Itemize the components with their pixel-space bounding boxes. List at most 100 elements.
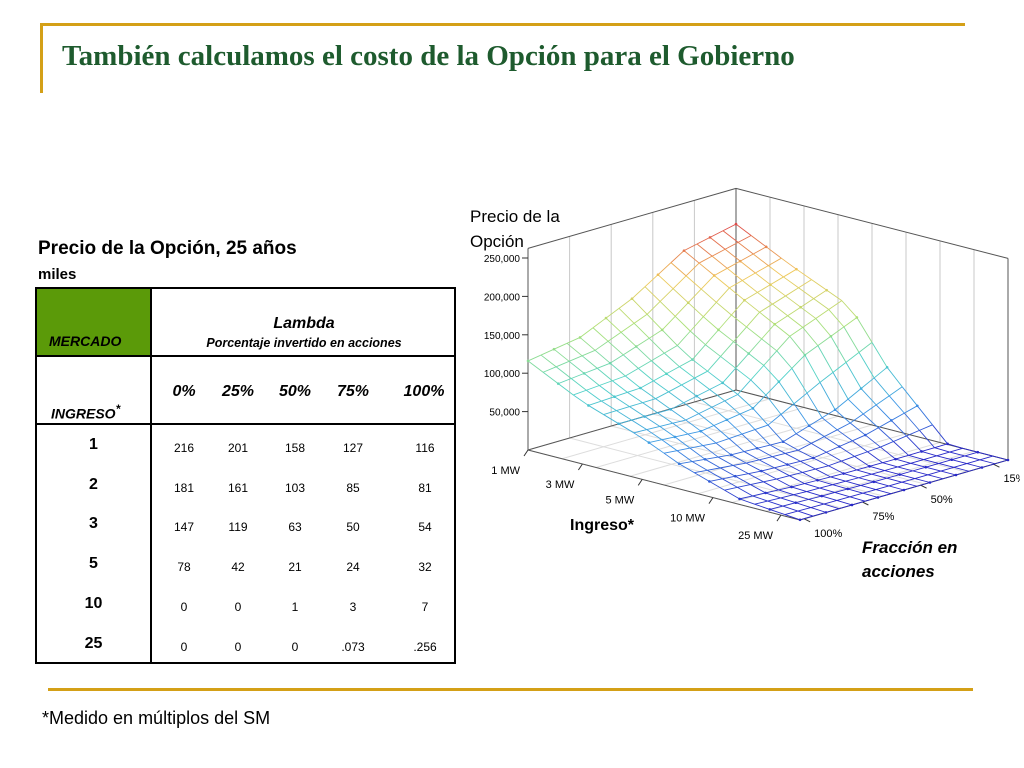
surface-mesh-line — [875, 485, 890, 490]
surface-mesh-line — [618, 423, 635, 434]
surface-mesh-line — [735, 353, 750, 369]
column-header: 75% — [336, 383, 370, 400]
surface-mesh-line — [581, 349, 596, 357]
surface-mesh-line — [826, 451, 842, 462]
surface-mesh-line — [722, 367, 737, 384]
surface-point — [556, 382, 560, 385]
surface-mesh-line — [782, 441, 799, 451]
surface-mesh-line — [949, 451, 965, 457]
surface-mesh-line — [744, 292, 758, 301]
surface-point — [764, 245, 768, 249]
surface-mesh-line — [862, 404, 877, 415]
surface-mesh-line — [588, 405, 604, 415]
surface-point — [665, 372, 668, 376]
surface-mesh-line — [767, 500, 783, 507]
surface-mesh-line — [744, 299, 760, 313]
surface-mesh-line — [646, 425, 660, 431]
surface-mesh-line — [772, 303, 788, 317]
surface-mesh-line — [655, 391, 669, 400]
surface-mesh-line — [891, 412, 905, 421]
surface-mesh-line — [620, 331, 637, 347]
surface-mesh-line — [761, 470, 777, 480]
surface-mesh-line — [811, 279, 827, 291]
surface-mesh-line — [904, 405, 918, 414]
table-cell: 81 — [418, 481, 432, 495]
surface-mesh-line — [895, 454, 909, 460]
surface-mesh-line — [778, 486, 792, 491]
grid-line — [611, 425, 884, 497]
surface-mesh-line — [966, 459, 981, 465]
row-label: 25 — [84, 635, 103, 652]
surface-mesh-line — [689, 445, 704, 449]
surface-mesh-line — [836, 429, 853, 442]
surface-point — [825, 288, 828, 292]
surface-mesh-line — [765, 394, 782, 415]
surface-mesh-line — [633, 429, 647, 434]
grid-line — [663, 424, 873, 486]
surface-mesh-line — [612, 380, 628, 393]
surface-mesh-line — [755, 272, 771, 286]
surface-point — [807, 424, 811, 428]
table-title: Precio de la Opción, 25 años — [38, 238, 297, 259]
surface-mesh-line — [737, 486, 753, 497]
surface-mesh-line — [674, 433, 688, 438]
surface-mesh-line — [724, 394, 738, 402]
surface-mesh-line — [614, 396, 630, 407]
surface-mesh-line — [757, 444, 771, 449]
surface-mesh-line — [638, 360, 652, 369]
axis-line — [527, 449, 801, 521]
surface-point — [691, 358, 694, 361]
surface-mesh-line — [776, 475, 790, 480]
surface-mesh-line — [718, 329, 734, 343]
surface-mesh-line — [640, 380, 654, 389]
surface-point — [920, 450, 923, 453]
surface-point — [799, 305, 802, 309]
surface-mesh-line — [914, 478, 931, 483]
surface-mesh-line — [800, 457, 814, 462]
surface-mesh-line — [828, 309, 845, 328]
grid-line — [569, 437, 842, 509]
surface-point — [1006, 458, 1010, 462]
surface-mesh-line — [568, 355, 583, 362]
surface-mesh-line — [770, 441, 784, 446]
surface-mesh-line — [938, 463, 955, 468]
x-tick-label: 10 MW — [670, 513, 705, 525]
surface-mesh-line — [810, 503, 825, 508]
surface-mesh-line — [845, 480, 861, 486]
surface-mesh-line — [830, 336, 847, 363]
table-cell: .256 — [413, 640, 437, 654]
x-tick — [637, 479, 643, 486]
surface-mesh-line — [668, 391, 684, 404]
surface-mesh-line — [783, 276, 799, 289]
surface-mesh-line — [573, 389, 587, 396]
surface-mesh-line — [728, 438, 745, 452]
surface-point — [916, 404, 919, 408]
grid-line — [561, 398, 771, 460]
surface-mesh-line — [919, 430, 935, 448]
surface-point — [768, 508, 772, 511]
surface-mesh-line — [670, 262, 687, 277]
surface-mesh-line — [713, 275, 730, 289]
surface-mesh-line — [676, 450, 693, 462]
surface-mesh-line — [858, 352, 875, 379]
surface-mesh-line — [735, 223, 752, 236]
surface-mesh-line — [780, 403, 795, 415]
surface-point — [695, 394, 698, 398]
surface-mesh-line — [750, 481, 764, 486]
surface-mesh-line — [880, 446, 896, 460]
surface-point — [816, 478, 819, 482]
surface-point — [699, 429, 703, 433]
surface-mesh-line — [828, 465, 844, 474]
surface-point — [894, 457, 897, 461]
surface-mesh-line — [804, 354, 821, 383]
surface-mesh-line — [919, 424, 933, 431]
column-header: 25% — [221, 383, 255, 400]
surface-mesh-line — [825, 508, 840, 513]
surface-point — [764, 491, 767, 495]
surface-mesh-line — [812, 511, 827, 517]
surface-mesh-line — [707, 356, 721, 372]
surface-mesh-line — [992, 455, 1009, 461]
surface-mesh-line — [696, 395, 713, 408]
surface-mesh-line — [724, 486, 738, 491]
surface-mesh-line — [726, 267, 743, 281]
